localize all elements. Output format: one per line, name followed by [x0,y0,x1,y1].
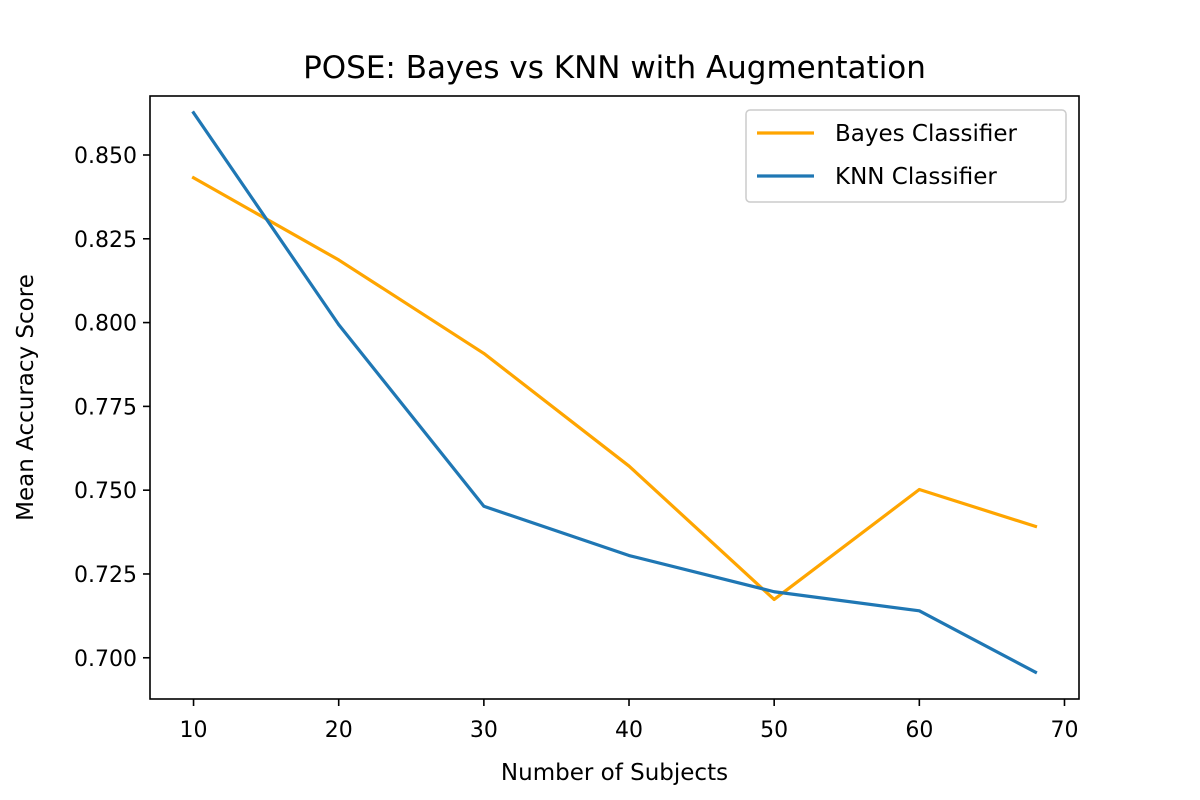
x-tick-label: 20 [325,718,353,743]
y-tick-label: 0.825 [74,228,137,253]
bayes-classifier-point [1034,524,1037,528]
x-tick-label: 70 [1050,718,1078,743]
plot-area-frame [149,95,1080,700]
y-tick-label: 0.725 [74,563,137,588]
bayes-classifier-point [192,176,195,180]
legend-items: Bayes Classifier KNN Classifier [757,121,1017,190]
x-tick-label: 50 [760,718,788,743]
plot-lines [191,110,1038,675]
legend: Bayes Classifier KNN Classifier [745,109,1067,203]
x-tick-label: 40 [615,718,643,743]
x-axis-ticks: 10 20 30 40 50 60 70 [180,699,1078,743]
y-axis-ticks: 0.700 0.725 0.750 0.775 0.800 0.825 0.850 [74,144,150,672]
bayes-classifier-point [772,598,776,601]
legend-box [745,109,1067,203]
knn-classifier-point [337,323,341,326]
x-axis-label: Number of Subjects [501,760,728,786]
bayes-classifier-point [337,258,341,262]
x-tick-label: 10 [180,718,208,743]
knn-classifier-point [482,504,486,508]
y-tick-label: 0.750 [74,479,137,504]
x-tick-label: 30 [470,718,498,743]
x-tick-label: 60 [905,718,933,743]
knn-classifier-point [627,554,631,557]
bayes-classifier-point [627,464,631,468]
knn-classifier-point [192,111,195,115]
bayes-classifier-point [482,352,486,355]
knn-classifier-point [917,609,921,613]
y-tick-label: 0.850 [74,144,137,169]
y-tick-label: 0.700 [74,647,137,672]
y-tick-label: 0.800 [74,312,137,337]
knn-classifier-point [1034,670,1037,674]
bayes-classifier-point [917,488,921,491]
chart-title: POSE: Bayes vs KNN with Augmentation [303,50,926,86]
knn-classifier-point [772,590,776,594]
legend-label-knn-classifier: KNN Classifier [835,164,997,190]
y-axis-label: Mean Accuracy Score [13,274,39,521]
legend-label-bayes-classifier: Bayes Classifier [835,121,1017,147]
y-tick-label: 0.775 [74,395,137,420]
